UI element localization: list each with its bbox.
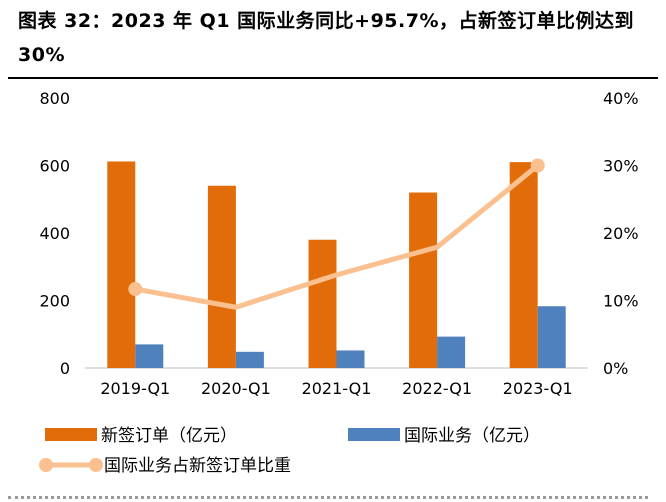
bar-international xyxy=(336,350,365,368)
legend-marker-ratio xyxy=(39,458,53,472)
x-axis-tick-label: 2020-Q1 xyxy=(201,379,271,398)
x-axis-labels: 2019-Q1 2020-Q1 2021-Q1 2022-Q1 2023-Q1 xyxy=(100,379,572,398)
legend-label-new-orders: 新签订单（亿元） xyxy=(101,426,237,446)
ratio-line xyxy=(128,158,545,310)
ratio-line-path xyxy=(134,163,540,310)
x-axis-tick-label: 2019-Q1 xyxy=(100,379,170,398)
x-axis-tick-label: 2021-Q1 xyxy=(302,379,372,398)
legend: 新签订单（亿元） 国际业务（亿元） 国际业务占新签订单比重 xyxy=(39,426,540,476)
right-axis: 0% 10% 20% 30% 40% xyxy=(603,89,639,378)
bar-new-orders xyxy=(207,185,236,368)
legend-marker-ratio xyxy=(89,458,103,472)
bar-new-orders xyxy=(308,239,337,368)
legend-label-international: 国际业务（亿元） xyxy=(404,426,540,446)
legend-label-ratio: 国际业务占新签订单比重 xyxy=(104,456,291,476)
bar-new-orders xyxy=(509,162,538,368)
legend-swatch-new-orders xyxy=(45,428,97,441)
bar-international xyxy=(537,306,566,368)
ratio-line-marker xyxy=(530,158,545,173)
legend-swatch-international xyxy=(348,428,400,441)
right-axis-tick-label: 20% xyxy=(603,224,639,243)
bar-international xyxy=(437,336,466,368)
right-axis-tick-label: 0% xyxy=(603,359,628,378)
bar-international xyxy=(235,351,264,368)
ratio-line-marker xyxy=(128,282,143,297)
bar-new-orders xyxy=(409,192,438,368)
left-axis-tick-label: 600 xyxy=(39,157,70,176)
bar-new-orders xyxy=(107,161,136,368)
bottom-divider xyxy=(8,496,648,499)
title-divider xyxy=(8,77,658,79)
x-axis-tick-label: 2023-Q1 xyxy=(503,379,573,398)
bar-international xyxy=(135,344,164,368)
left-axis: 0 200 400 600 800 xyxy=(39,89,70,378)
right-axis-tick-label: 10% xyxy=(603,292,639,311)
left-axis-tick-label: 400 xyxy=(39,224,70,243)
x-axis-tick-label: 2022-Q1 xyxy=(402,379,472,398)
left-axis-tick-label: 800 xyxy=(39,89,70,108)
chart-title: 图表 32：2023 年 Q1 国际业务同比+95.7%，占新签订单比例达到 3… xyxy=(18,10,634,66)
left-axis-tick-label: 200 xyxy=(39,292,70,311)
right-axis-tick-label: 30% xyxy=(603,157,639,176)
right-axis-tick-label: 40% xyxy=(603,89,639,108)
bars xyxy=(107,161,566,368)
left-axis-tick-label: 0 xyxy=(60,359,70,378)
